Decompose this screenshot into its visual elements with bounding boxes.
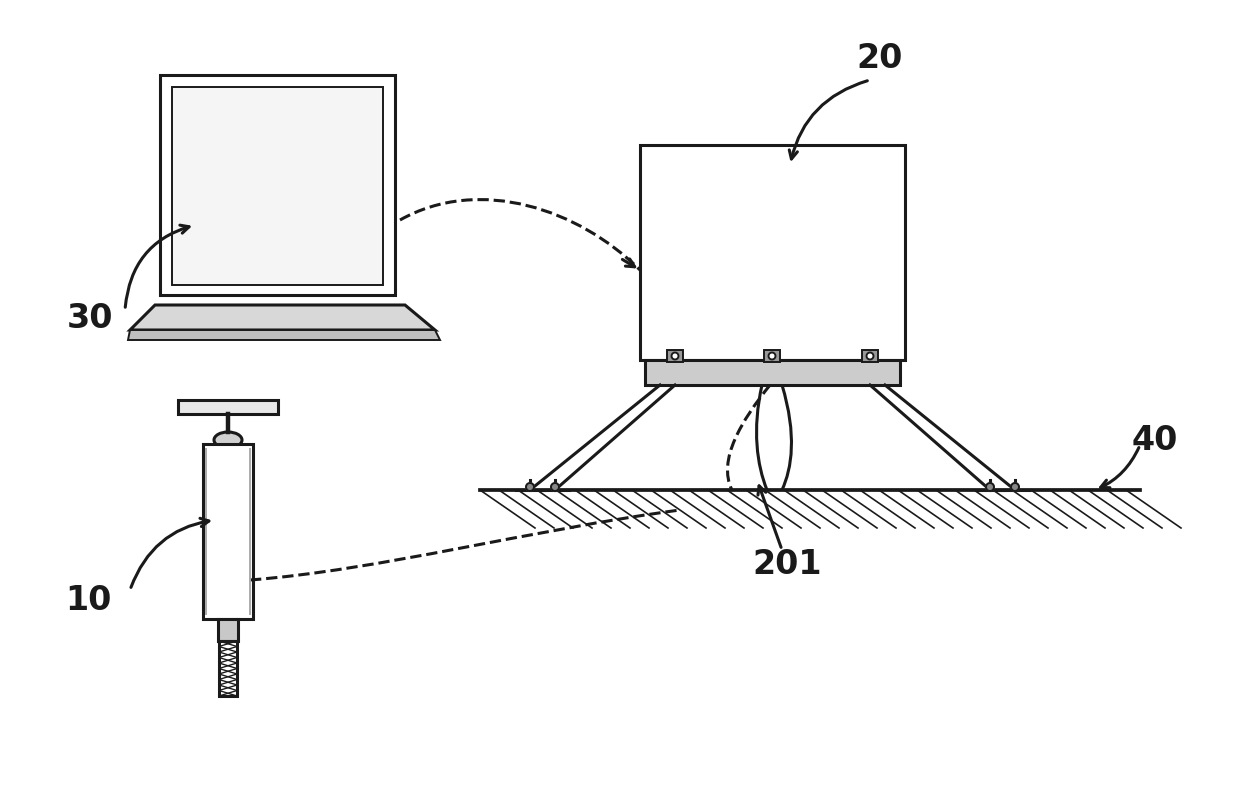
Text: 20: 20: [857, 42, 903, 75]
Bar: [219, 641, 237, 696]
Bar: [179, 400, 278, 414]
Text: 40: 40: [1132, 423, 1178, 456]
Circle shape: [526, 483, 534, 491]
Bar: [667, 350, 683, 362]
Circle shape: [867, 353, 873, 360]
Bar: [764, 350, 780, 362]
Text: 30: 30: [67, 301, 113, 334]
Circle shape: [551, 483, 559, 491]
Bar: [640, 145, 905, 360]
Circle shape: [986, 483, 994, 491]
Polygon shape: [130, 305, 435, 330]
Circle shape: [672, 353, 678, 360]
Text: 10: 10: [64, 583, 112, 616]
Bar: [172, 87, 383, 285]
Circle shape: [769, 353, 775, 360]
Bar: [203, 444, 253, 619]
Circle shape: [1011, 483, 1019, 491]
FancyBboxPatch shape: [160, 75, 396, 295]
Polygon shape: [128, 330, 440, 340]
Ellipse shape: [215, 432, 242, 448]
Bar: [218, 619, 238, 641]
Bar: [862, 350, 878, 362]
Text: 201: 201: [753, 549, 822, 582]
Bar: [645, 360, 900, 385]
